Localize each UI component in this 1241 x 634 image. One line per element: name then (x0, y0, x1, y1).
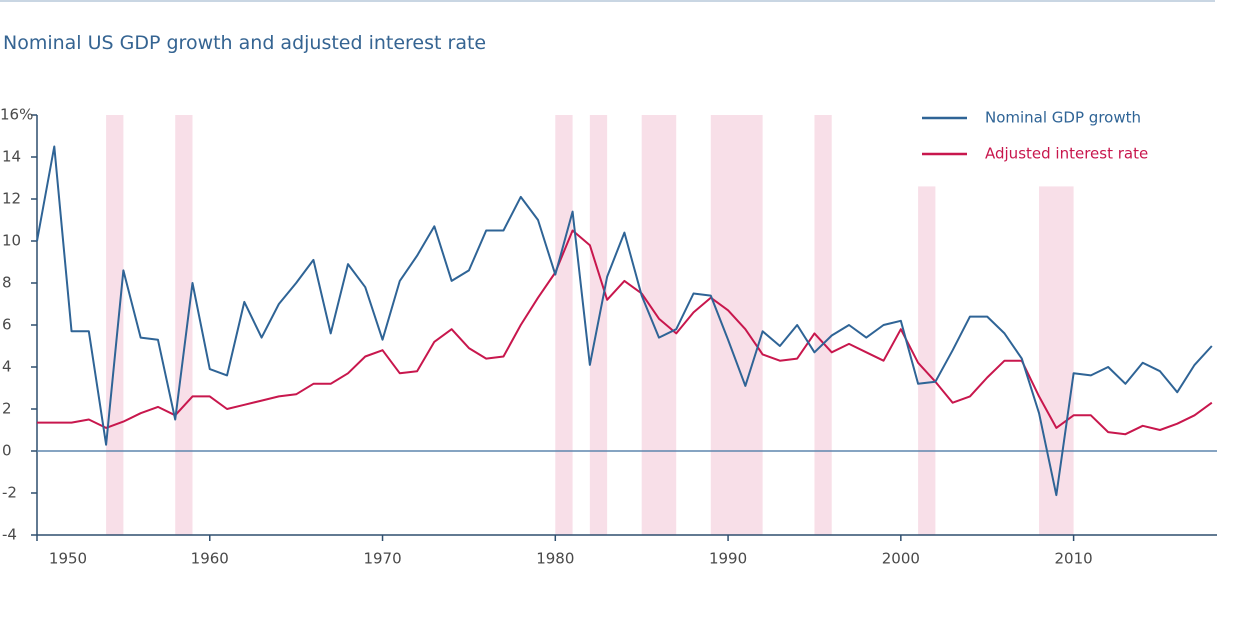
x-tick-label: 1960 (191, 550, 229, 568)
y-tick-label: 10 (2, 232, 21, 250)
y-tick-label: 16% (0, 106, 33, 124)
x-tick-label: 1950 (49, 550, 87, 568)
y-tick-label: 14 (2, 148, 21, 166)
y-tick-label: 2 (2, 400, 12, 418)
x-tick-label: 1980 (536, 550, 574, 568)
x-tick-label: 2010 (1055, 550, 1093, 568)
shaded-span (1039, 186, 1074, 535)
shaded-span (555, 115, 573, 535)
shaded-span (814, 115, 832, 535)
shaded-span (641, 115, 677, 535)
y-tick-label: 4 (2, 358, 12, 376)
series-line (37, 229, 1213, 436)
shaded-span (175, 115, 193, 535)
legend-label: Adjusted interest rate (985, 145, 1148, 163)
shaded-span (918, 186, 936, 535)
chart-title: Nominal US GDP growth and adjusted inter… (3, 32, 486, 54)
y-tick-label: 0 (2, 442, 12, 460)
y-tick-label: 8 (2, 274, 12, 292)
y-tick-label: -4 (2, 526, 17, 544)
x-tick-label: 1990 (709, 550, 747, 568)
y-tick-label: 6 (2, 316, 12, 334)
shaded-span (710, 115, 763, 535)
legend-label: Nominal GDP growth (985, 109, 1141, 127)
x-tick-label: 2000 (882, 550, 920, 568)
shaded-span (106, 115, 124, 535)
series-line (36, 145, 1213, 497)
y-tick-label: 12 (2, 190, 21, 208)
x-tick-label: 1970 (363, 550, 401, 568)
y-tick-label: -2 (2, 484, 17, 502)
